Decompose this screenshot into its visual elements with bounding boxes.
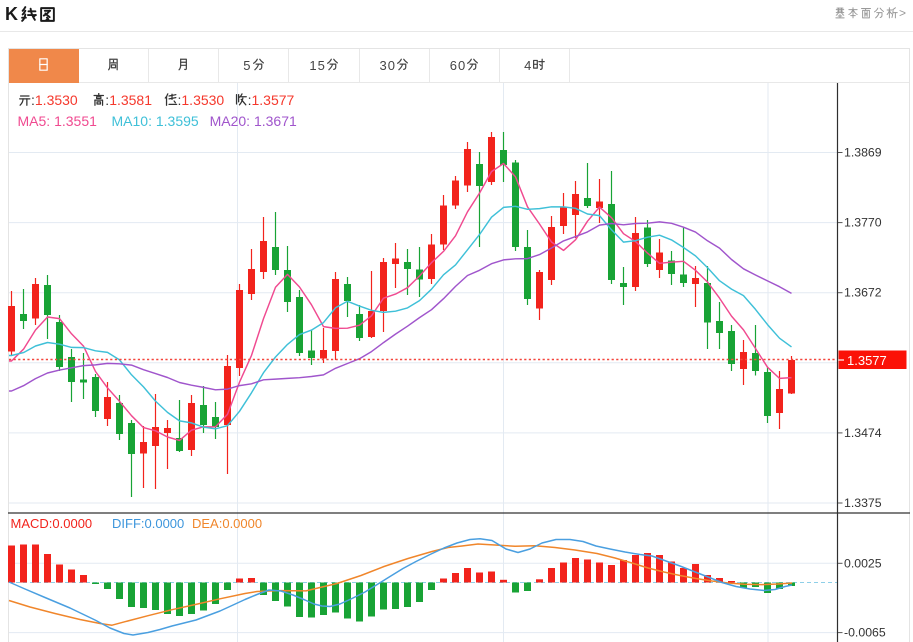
svg-text:-0.0065: -0.0065 [844, 626, 886, 640]
svg-text:1.3474: 1.3474 [844, 426, 882, 440]
svg-text:1.3375: 1.3375 [844, 496, 882, 510]
svg-text:0.0025: 0.0025 [844, 556, 882, 570]
svg-text:1.3770: 1.3770 [844, 216, 882, 230]
svg-text:1.3577: 1.3577 [847, 353, 887, 368]
svg-text:1.3672: 1.3672 [844, 286, 882, 300]
svg-text:1.3869: 1.3869 [844, 146, 882, 160]
